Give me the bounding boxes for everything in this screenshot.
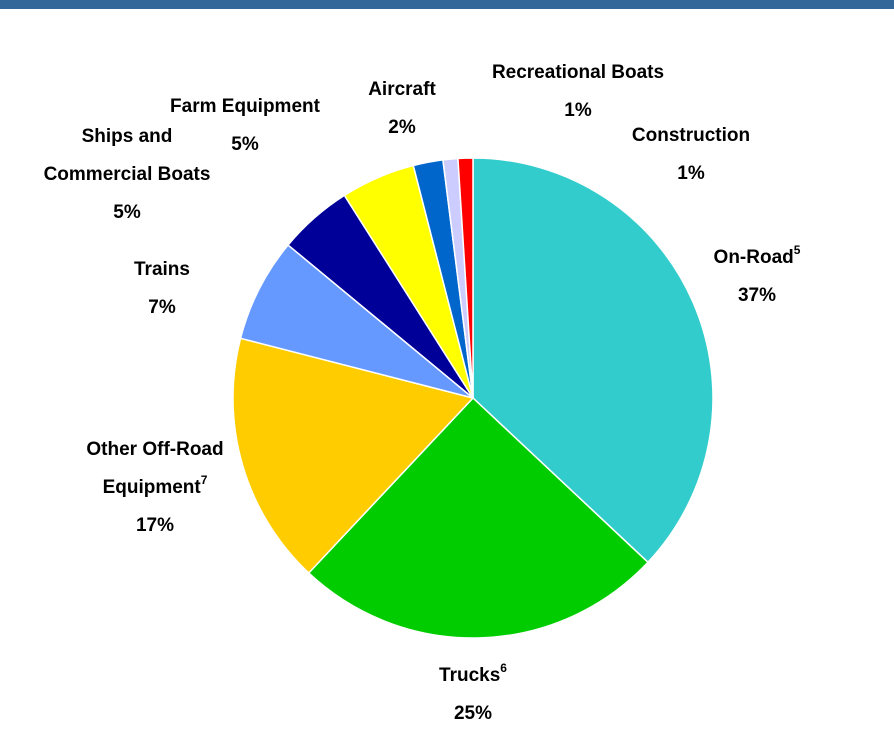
footnote-marker: 5 <box>793 243 801 257</box>
label-name-line: Other Off-Road Equipment7 <box>25 431 285 507</box>
pie-slice <box>307 396 650 639</box>
value-label: 37% <box>737 285 777 306</box>
slice-label: Other Off-Road Equipment7 17% <box>25 431 285 545</box>
category-label: Trains <box>134 259 190 280</box>
slice-label: Trucks6 25% <box>343 657 603 733</box>
category-label: Farm Equipment <box>170 96 320 117</box>
label-name-line: Ships and Commercial Boats <box>0 118 257 194</box>
value-label: 5% <box>113 202 141 223</box>
pie-slice <box>472 157 714 564</box>
category-label: Trucks <box>439 665 501 686</box>
footnote-marker: 7 <box>200 473 208 487</box>
category-label: Other Off-Road Equipment <box>86 439 224 498</box>
category-label: Recreational Boats <box>491 62 665 83</box>
value-label: 1% <box>564 100 592 121</box>
category-label: On-Road <box>713 247 794 268</box>
slice-label: On-Road5 37% <box>627 239 887 315</box>
category-label: Construction <box>631 125 751 146</box>
slice-label: Ships and Commercial Boats 5% <box>0 118 257 232</box>
slice-label: Trains 7% <box>32 251 292 327</box>
label-name-line: On-Road5 <box>627 239 887 277</box>
label-name-line: Farm Equipment <box>115 88 375 126</box>
slice-label: Farm Equipment 5% <box>115 88 375 164</box>
label-name-line: Construction <box>561 117 821 155</box>
footnote-marker: 6 <box>500 661 507 675</box>
label-name-line: Trains <box>32 251 292 289</box>
pie-slice <box>232 337 475 575</box>
category-label: Ships and Commercial Boats <box>43 126 211 185</box>
label-name-line: Trucks6 <box>343 657 603 695</box>
pie-slice <box>457 157 474 399</box>
value-label: 1% <box>677 163 705 184</box>
label-name-line: Recreational Boats <box>448 54 708 92</box>
value-label: 17% <box>135 515 175 536</box>
slice-label: Aircraft 2% <box>272 71 532 147</box>
value-label: 25% <box>453 703 493 724</box>
label-name-line: Aircraft <box>272 71 532 109</box>
value-label: 2% <box>388 117 416 138</box>
slice-label: Construction 1% <box>561 117 821 193</box>
top-bar <box>0 0 894 9</box>
value-label: 5% <box>231 134 259 155</box>
value-label: 7% <box>148 297 176 318</box>
category-label: Aircraft <box>368 79 436 100</box>
pie-slice <box>239 243 474 399</box>
slice-label: Recreational Boats 1% <box>448 54 708 130</box>
